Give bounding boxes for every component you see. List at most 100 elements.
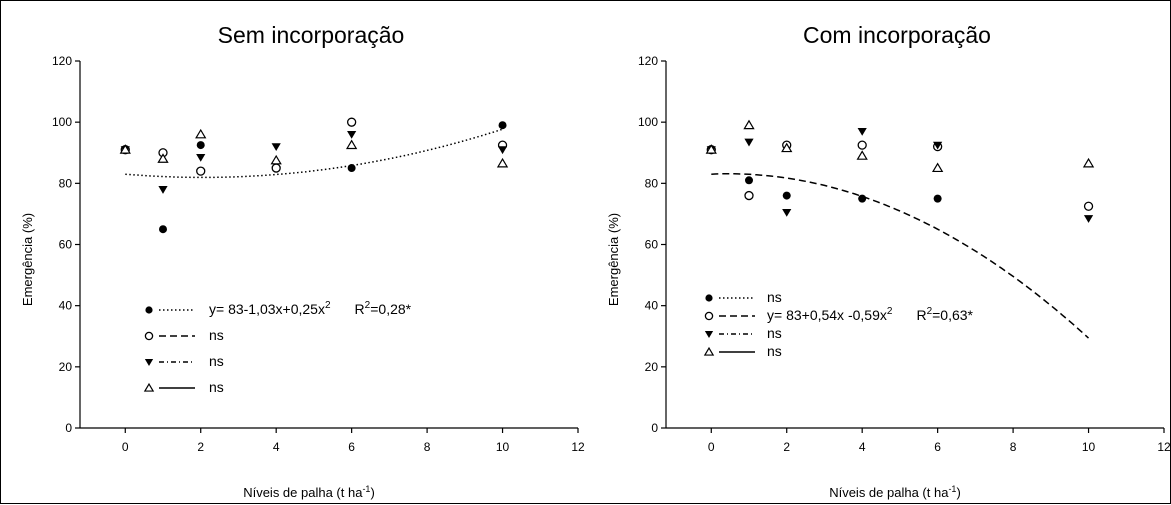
y-tick-label: 20	[59, 360, 73, 374]
y-tick-label: 100	[52, 115, 72, 129]
data-point-series-3	[497, 146, 508, 155]
y-tick-label: 40	[59, 299, 73, 313]
data-point-series-1	[159, 225, 167, 234]
legend-text: y= 83-1,03x+0,25x	[209, 301, 325, 317]
data-point-series-2	[744, 190, 754, 201]
y-axis-label: Emergência (%)	[20, 213, 35, 306]
data-point-series-3	[1083, 215, 1094, 223]
chart-panel-2: Com incorporação 0 20 40 60 80 100 120 0 2 4 6 8 10 12…	[606, 22, 1171, 500]
data-point-series-2	[196, 166, 206, 176]
x-tick-label: 2	[197, 440, 204, 454]
data-point-series-1	[347, 164, 356, 173]
x-tick-label: 8	[424, 440, 431, 454]
data-point-series-4	[1082, 157, 1095, 168]
x-axis-label: Níveis de palha (t ha-1)	[829, 484, 961, 500]
x-axis-label: Níveis de palha (t ha-1)	[243, 484, 375, 500]
x-axis-label-end: )	[956, 485, 960, 500]
legend-text: ns	[209, 353, 224, 369]
data-point-series-4	[496, 157, 509, 168]
y-tick-label: 60	[645, 238, 659, 252]
legend-r2-value: =0,28*	[370, 301, 411, 317]
data-point-series-2	[1083, 201, 1094, 211]
legend-label-2: ns	[209, 327, 224, 343]
data-point-series-4	[345, 139, 358, 150]
y-tick-label: 0	[651, 421, 658, 435]
y-axis-label: Emergência (%)	[606, 213, 621, 306]
data-point-series-1	[498, 121, 507, 130]
data-point-series-3	[347, 131, 357, 139]
x-tick-label: 6	[348, 440, 355, 454]
legend-r2: R	[916, 307, 926, 323]
data-point-series-3	[158, 186, 168, 194]
chart-panel-1: Sem incorporação 0 20 40 60 80 100 120 0 2 4 6 8 10 12…	[20, 22, 585, 500]
data-point-series-2	[857, 140, 867, 150]
data-point-series-4	[781, 142, 793, 153]
data-point-series-4	[157, 153, 169, 163]
data-point-series-4	[270, 154, 282, 165]
data-point-series-4	[705, 144, 717, 154]
data-point-series-3	[857, 127, 867, 136]
x-tick-label: 6	[934, 440, 941, 454]
chart-title: Sem incorporação	[218, 22, 405, 48]
data-point-series-2	[271, 163, 281, 173]
data-point-series-4	[931, 162, 944, 173]
legend-text: ns	[209, 379, 224, 395]
legend-text: y= 83+0,54x -0,59x	[767, 307, 887, 323]
legend-marker-3	[144, 358, 154, 366]
x-tick-label: 10	[496, 440, 510, 454]
x-tick-label: 12	[1157, 440, 1171, 454]
legend-marker-2	[704, 311, 714, 321]
data-point-series-3	[271, 143, 281, 152]
fit-curve-series-1	[125, 128, 503, 179]
y-tick-label: 120	[52, 54, 72, 68]
legend-label-3: ns	[767, 325, 782, 341]
legend-label-3: ns	[209, 353, 224, 369]
legend-label-1: y= 83-1,03x+0,25x2 R2=0,28*	[209, 300, 412, 317]
y-tick-label: 0	[65, 421, 72, 435]
legend-r2-superscript: 2	[927, 306, 933, 317]
x-tick-label: 0	[708, 440, 715, 454]
legend-superscript: 2	[325, 300, 331, 311]
data-point-series-1	[782, 191, 791, 200]
data-point-series-1	[933, 194, 942, 203]
chart-title: Com incorporação	[803, 22, 991, 48]
x-tick-label: 4	[273, 440, 280, 454]
x-tick-label: 10	[1082, 440, 1096, 454]
x-axis-label-superscript: -1	[362, 484, 370, 494]
y-tick-label: 120	[638, 54, 658, 68]
x-tick-label: 12	[571, 440, 585, 454]
x-tick-label: 0	[122, 440, 129, 454]
y-tick-label: 100	[638, 115, 658, 129]
legend-text: ns	[767, 289, 782, 305]
data-point-series-3	[744, 138, 754, 147]
data-point-series-4	[195, 128, 207, 139]
y-tick-label: 80	[59, 176, 73, 190]
x-axis-label-text: Níveis de palha (t ha	[829, 485, 949, 500]
legend-label-1: ns	[767, 289, 782, 305]
data-point-series-4	[119, 144, 131, 154]
y-tick-label: 20	[645, 360, 659, 374]
legend-marker-3	[704, 330, 714, 338]
legend-label-2: y= 83+0,54x -0,59x2 R2=0,63*	[767, 306, 974, 323]
legend-text: ns	[209, 327, 224, 343]
legend-superscript: 2	[887, 306, 893, 317]
legend-marker-4	[143, 382, 155, 392]
y-tick-label: 40	[645, 299, 659, 313]
data-point-series-2	[346, 117, 357, 127]
data-point-series-3	[196, 153, 206, 162]
data-point-series-3	[782, 208, 792, 217]
fit-curve-series-2	[711, 173, 1090, 339]
legend-r2-value: =0,63*	[932, 307, 973, 323]
data-point-series-4	[856, 150, 868, 160]
legend-label-4: ns	[209, 379, 224, 395]
x-tick-label: 8	[1010, 440, 1017, 454]
data-point-series-1	[196, 141, 205, 150]
legend-marker-1	[705, 294, 713, 302]
x-axis-label-superscript: -1	[948, 484, 956, 494]
legend-marker-1	[145, 306, 153, 314]
legend-marker-4	[703, 346, 715, 356]
